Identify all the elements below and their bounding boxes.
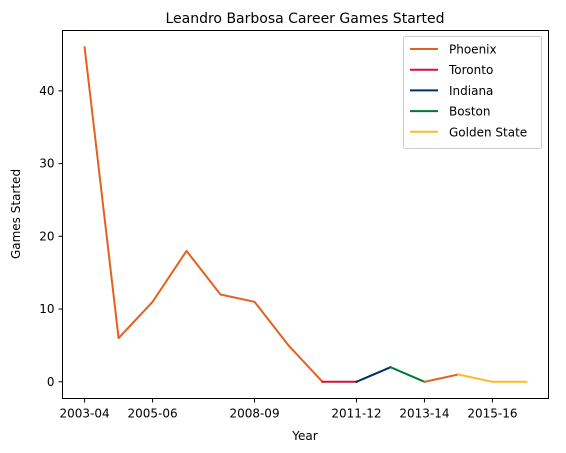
legend-items: Phoenix Toronto Indiana Boston Golden State <box>410 43 527 139</box>
y-tick-label: 20 <box>39 229 54 243</box>
series-line-phoenix-0 <box>83 46 324 384</box>
legend-label-boston: Boston <box>449 105 490 119</box>
legend-label-golden-state: Golden State <box>449 125 527 139</box>
legend-frame <box>403 36 542 149</box>
plot-frame <box>62 30 549 399</box>
x-tick-label: 2008-09 <box>229 407 279 421</box>
legend-label-indiana: Indiana <box>449 84 493 98</box>
legend-label-toronto: Toronto <box>448 63 493 77</box>
y-tick-label: 0 <box>47 375 55 389</box>
y-axis-ticks: 0 10 20 30 40 <box>39 84 63 389</box>
series-line-golden-state-5 <box>457 373 528 383</box>
x-axis-label: Year <box>291 429 317 443</box>
series-line-phoenix-4 <box>423 373 460 383</box>
x-tick-label: 2013-14 <box>399 407 449 421</box>
chart-title: Leandro Barbosa Career Games Started <box>165 11 444 27</box>
series-line-boston-3 <box>389 365 426 384</box>
y-tick-label: 30 <box>39 157 54 171</box>
x-tick-label: 2005-06 <box>127 407 177 421</box>
x-axis-ticks: 2003-04 2005-06 2008-09 2011-12 2013-14 2015-… <box>60 398 517 421</box>
legend: Phoenix Toronto Indiana Boston Golden State <box>403 36 542 149</box>
plot-lines <box>83 46 528 384</box>
x-tick-label: 2003-04 <box>60 407 110 421</box>
x-tick-label: 2015-16 <box>467 407 517 421</box>
x-tick-label: 2011-12 <box>331 407 381 421</box>
y-tick-label: 40 <box>39 84 54 98</box>
legend-label-phoenix: Phoenix <box>449 43 497 57</box>
y-tick-label: 10 <box>39 302 54 316</box>
y-axis-label: Games Started <box>9 169 23 259</box>
series-line-indiana-2 <box>355 365 392 384</box>
